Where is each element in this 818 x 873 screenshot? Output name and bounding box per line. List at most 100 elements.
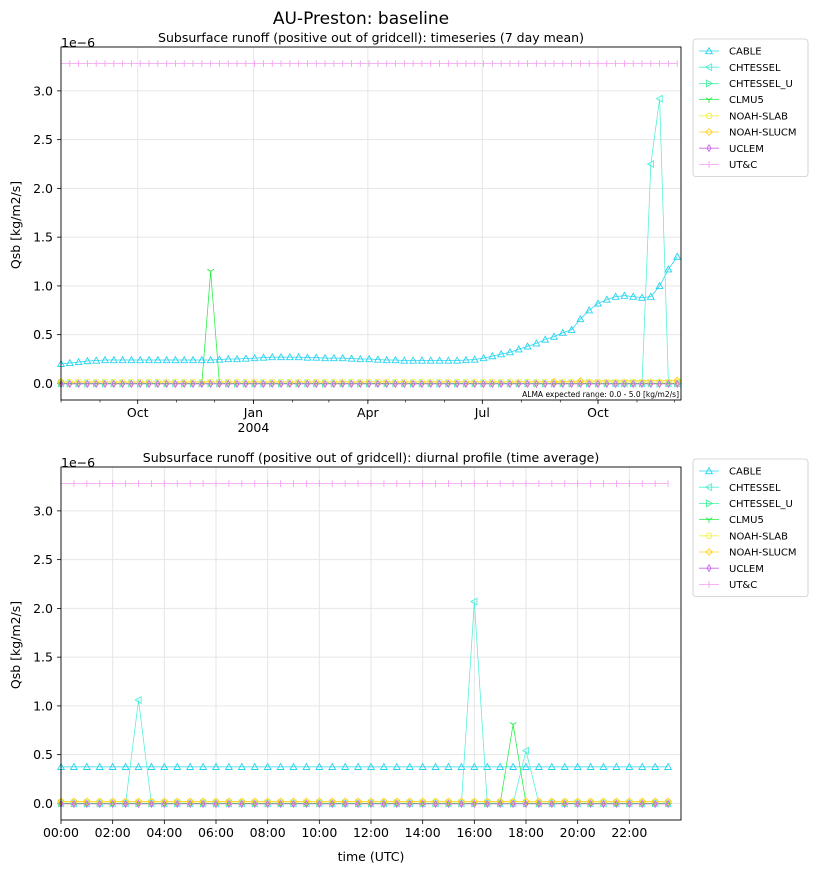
timeseries-data-point [479, 353, 488, 362]
timeseries-data-point [252, 379, 258, 389]
diurnal-data-point [135, 799, 142, 809]
diurnal-data-point [199, 762, 208, 770]
timeseries-plot-frame [60, 46, 682, 401]
timeseries-data-point [153, 355, 162, 364]
diurnal-data-point [664, 762, 673, 770]
diurnal-data-point [536, 799, 542, 809]
timeseries-data-point [453, 356, 462, 364]
timeseries-data-point [303, 353, 312, 361]
diurnal-x-tick-label: 14:00 [405, 825, 441, 840]
timeseries-data-point [357, 379, 363, 389]
diurnal-data-point [625, 797, 634, 806]
timeseries-data-point [604, 379, 610, 389]
diurnal-data-point [483, 762, 492, 770]
timeseries-data-point [498, 379, 504, 389]
timeseries-data-point [655, 94, 663, 103]
timeseries-data-point [225, 379, 231, 389]
timeseries-legend-label: NOAH-SLAB [729, 111, 788, 122]
timeseries-data-point [461, 355, 471, 364]
timeseries-data-point [329, 353, 338, 362]
timeseries-data-point [206, 355, 215, 364]
diurnal-legend-marker [705, 532, 713, 540]
diurnal-data-point [224, 762, 233, 770]
diurnal-data-point [392, 797, 401, 806]
timeseries-y-tick-label: 2.5 [33, 132, 53, 147]
diurnal-data-point [302, 797, 311, 806]
timeseries-data-point [111, 379, 117, 389]
diurnal-series [56, 762, 673, 770]
timeseries-data-point [655, 281, 664, 289]
diurnal-y-tick-label: 2.0 [33, 601, 53, 616]
timeseries-legend-label: CHTESSEL [729, 63, 781, 74]
timeseries-data-point [349, 379, 355, 389]
timeseries-data-point [76, 379, 82, 389]
timeseries-legend-label: CLMU5 [729, 95, 764, 106]
timeseries-grid [61, 47, 681, 400]
diurnal-data-point [612, 762, 621, 770]
timeseries-data-point [558, 328, 567, 336]
timeseries-data-point [673, 252, 682, 260]
diurnal-data-point [665, 799, 671, 809]
timeseries-data-point [401, 379, 407, 389]
diurnal-data-point [316, 799, 322, 809]
diurnal-data-point [496, 762, 505, 770]
diurnal-data-point [224, 797, 233, 806]
diurnal-data-point [250, 762, 259, 770]
timeseries-data-point [127, 355, 136, 364]
diurnal-data-point [379, 762, 388, 770]
timeseries-data-point [216, 379, 222, 389]
timeseries-data-point [647, 378, 655, 386]
diurnal-legend-label: UCLEM [729, 564, 764, 575]
diurnal-data-point [509, 797, 518, 806]
diurnal-legend-marker [705, 499, 714, 508]
timeseries-data-point [146, 379, 152, 389]
diurnal-data-point [573, 797, 582, 806]
diurnal-data-point [444, 797, 453, 806]
diurnal-y-offset: 1e−6 [61, 455, 95, 470]
timeseries-data-point [294, 352, 303, 361]
diurnal-data-point [418, 762, 427, 770]
timeseries-data-point [541, 335, 550, 343]
diurnal-data-point [237, 762, 246, 770]
timeseries-data-point [637, 293, 647, 301]
timeseries-data-point [437, 379, 443, 389]
diurnal-data-point [226, 799, 232, 809]
timeseries-panel: Subsurface runoff (positive out of gridc… [8, 30, 809, 435]
diurnal-data-point [252, 799, 258, 809]
timeseries-data-point [550, 377, 558, 386]
timeseries-data-point [74, 357, 83, 366]
diurnal-data-point [547, 797, 556, 806]
diurnal-y-tick-label: 3.0 [33, 503, 53, 518]
diurnal-data-point [560, 797, 569, 806]
timeseries-data-point [120, 379, 126, 389]
diurnal-data-point [381, 799, 387, 809]
timeseries-data-point [585, 306, 594, 314]
timeseries-data-point [426, 356, 435, 364]
diurnal-data-point [121, 762, 130, 770]
diurnal-panel: Subsurface runoff (positive out of gridc… [8, 450, 809, 864]
timeseries-data-point [638, 378, 646, 386]
timeseries-data-point [542, 379, 548, 389]
diurnal-data-point [652, 799, 658, 809]
timeseries-data-point [419, 379, 425, 389]
timeseries-data-point [567, 325, 576, 333]
diurnal-data-point [638, 762, 647, 770]
timeseries-data-point [382, 355, 391, 364]
timeseries-y-tick-label: 1.0 [33, 278, 53, 293]
timeseries-data-point [155, 379, 161, 389]
diurnal-data-point [600, 799, 607, 809]
timeseries-data-point [560, 379, 566, 389]
diurnal-data-point [521, 746, 530, 755]
timeseries-legend-marker [705, 79, 714, 88]
timeseries-data-point [400, 356, 409, 364]
diurnal-data-point [134, 797, 143, 806]
diurnal-y-ticks: 0.0 0.5 1.0 1.5 2.0 2.5 3.0 [33, 503, 61, 811]
diurnal-data-point [278, 799, 284, 809]
timeseries-data-point [285, 352, 294, 361]
diurnal-data-point [562, 799, 568, 809]
timeseries-data-point [144, 355, 154, 364]
diurnal-legend-marker [704, 466, 714, 475]
diurnal-data-point [560, 762, 569, 770]
diurnal-data-point [265, 799, 271, 809]
diurnal-legend-label: CHTESSEL_U [729, 499, 793, 510]
